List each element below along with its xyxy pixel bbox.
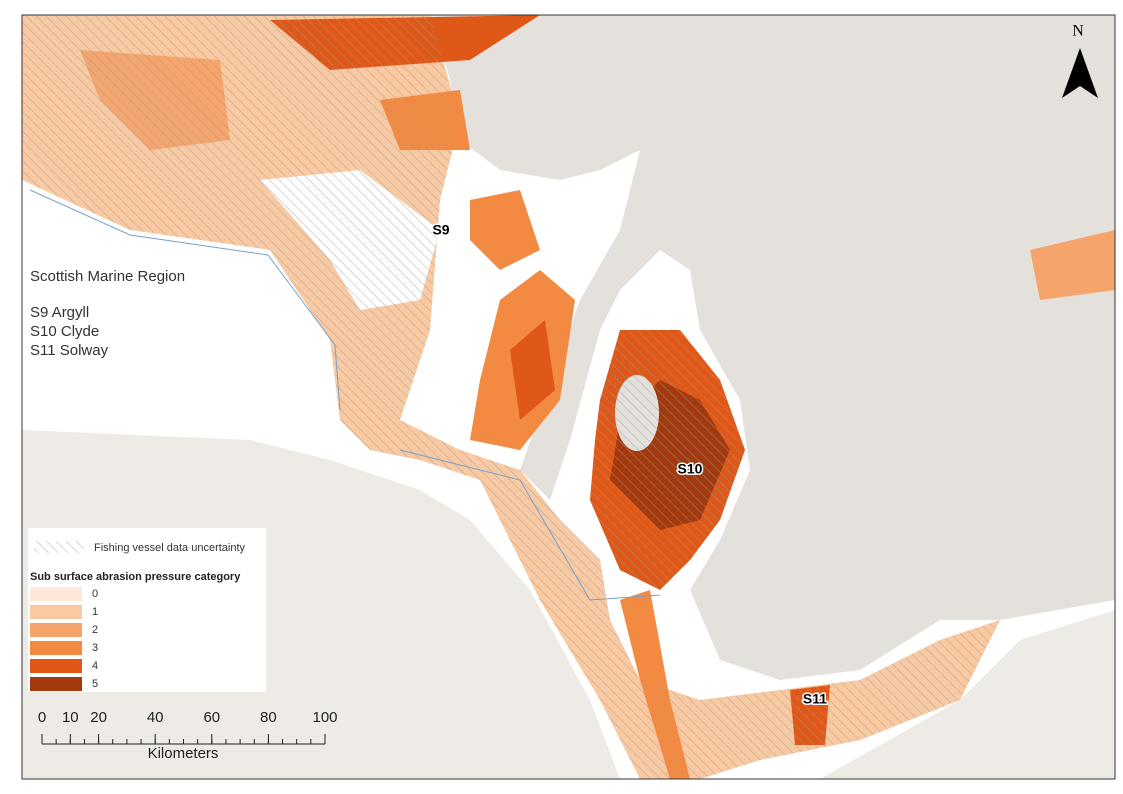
region-label: S9 xyxy=(432,222,449,238)
uncertainty-hatch xyxy=(22,15,1000,779)
sea-no-data xyxy=(22,180,340,420)
boundary-line xyxy=(399,449,661,601)
map-body xyxy=(22,15,1115,779)
region-labels: S9 S10 S11 xyxy=(431,220,829,708)
scale-tick-label: 10 xyxy=(62,709,79,726)
legend-swatch xyxy=(30,605,82,619)
region-label: S11 xyxy=(803,691,827,707)
legend-swatch xyxy=(30,587,82,601)
region-label: S10 xyxy=(678,461,703,477)
scale-bar: Kilometers 0 10 20 40 60 80 100 xyxy=(38,709,338,762)
legend-label: 3 xyxy=(92,642,98,654)
legend-swatch xyxy=(30,659,82,673)
legend-label: 1 xyxy=(92,606,98,618)
legend-swatch xyxy=(30,641,82,655)
land-south-east xyxy=(820,610,1115,779)
legend-swatch xyxy=(30,677,82,691)
legend-label: 5 xyxy=(92,678,98,690)
pressure-4 xyxy=(510,320,555,420)
legend-label: Fishing vessel data uncertainty xyxy=(94,542,246,554)
scale-unit: Kilometers xyxy=(148,745,219,762)
legend-swatch xyxy=(34,541,84,553)
pressure-3 xyxy=(470,190,540,270)
info: Scottish Marine Region S9 Argyll S10 Cly… xyxy=(30,268,185,359)
scale-tick-label: 80 xyxy=(260,709,277,726)
boundary-line xyxy=(29,189,341,411)
north-label: N xyxy=(1072,23,1084,40)
uncertainty-hatch xyxy=(590,330,745,590)
scale-tick-label: 0 xyxy=(38,709,46,726)
north-arrow-shape xyxy=(1062,48,1098,98)
scale-tick-label: 60 xyxy=(203,709,220,726)
legend-swatch xyxy=(30,623,82,637)
legend-label: 0 xyxy=(92,588,98,600)
map-frame xyxy=(21,14,1116,780)
info-region: S10 Clyde xyxy=(30,323,99,340)
legend-label: 2 xyxy=(92,624,98,636)
info-region: S11 Solway xyxy=(30,342,109,359)
info-region: S9 Argyll xyxy=(30,304,89,321)
legend: Fishing vessel data uncertainty Sub surf… xyxy=(28,528,266,692)
legend-title: Sub surface abrasion pressure category xyxy=(30,571,241,583)
scale-tick-label: 40 xyxy=(147,709,164,726)
pressure-2 xyxy=(1030,230,1115,300)
north-arrow: N xyxy=(1062,23,1098,98)
land-mainland xyxy=(430,15,1115,680)
scale-tick-label: 100 xyxy=(312,709,337,726)
scale-tick-label: 20 xyxy=(90,709,107,726)
info-title: Scottish Marine Region xyxy=(30,268,185,285)
legend-label: 4 xyxy=(92,660,98,672)
